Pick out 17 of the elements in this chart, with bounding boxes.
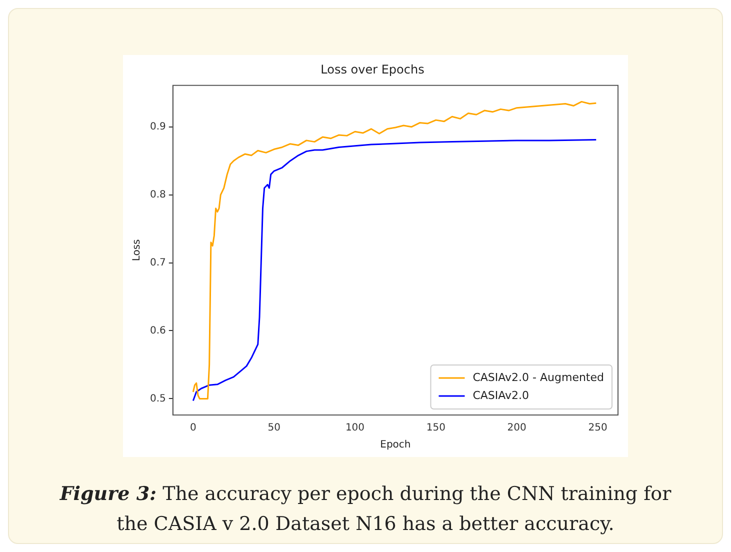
y-tick-label: 0.8 — [150, 189, 166, 200]
x-tick-label: 0 — [190, 422, 196, 434]
x-tick-label: 200 — [507, 422, 526, 434]
y-tick-label: 0.7 — [150, 257, 166, 268]
x-tick-label: 150 — [426, 422, 446, 434]
legend-label: CASIAv2.0 — [472, 388, 530, 402]
y-tick-label: 0.9 — [150, 121, 166, 132]
x-tick-label: 100 — [345, 422, 365, 434]
legend-label: CASIAv2.0 - Augmented — [472, 370, 604, 384]
y-axis-title: Loss — [132, 239, 143, 262]
caption: Figure 3: The accuracy per epoch during the CNN training for the CASIA v 2.0 Dataset N16 has a better accuracy. — [60, 483, 672, 535]
x-tick-label: 250 — [588, 422, 608, 434]
x-axis-title: Epoch — [380, 440, 411, 451]
y-tick-label: 0.6 — [150, 325, 166, 336]
y-tick-label: 0.5 — [150, 393, 166, 404]
chart-title: Loss over Epochs — [320, 62, 424, 76]
x-tick-label: 50 — [268, 422, 280, 434]
